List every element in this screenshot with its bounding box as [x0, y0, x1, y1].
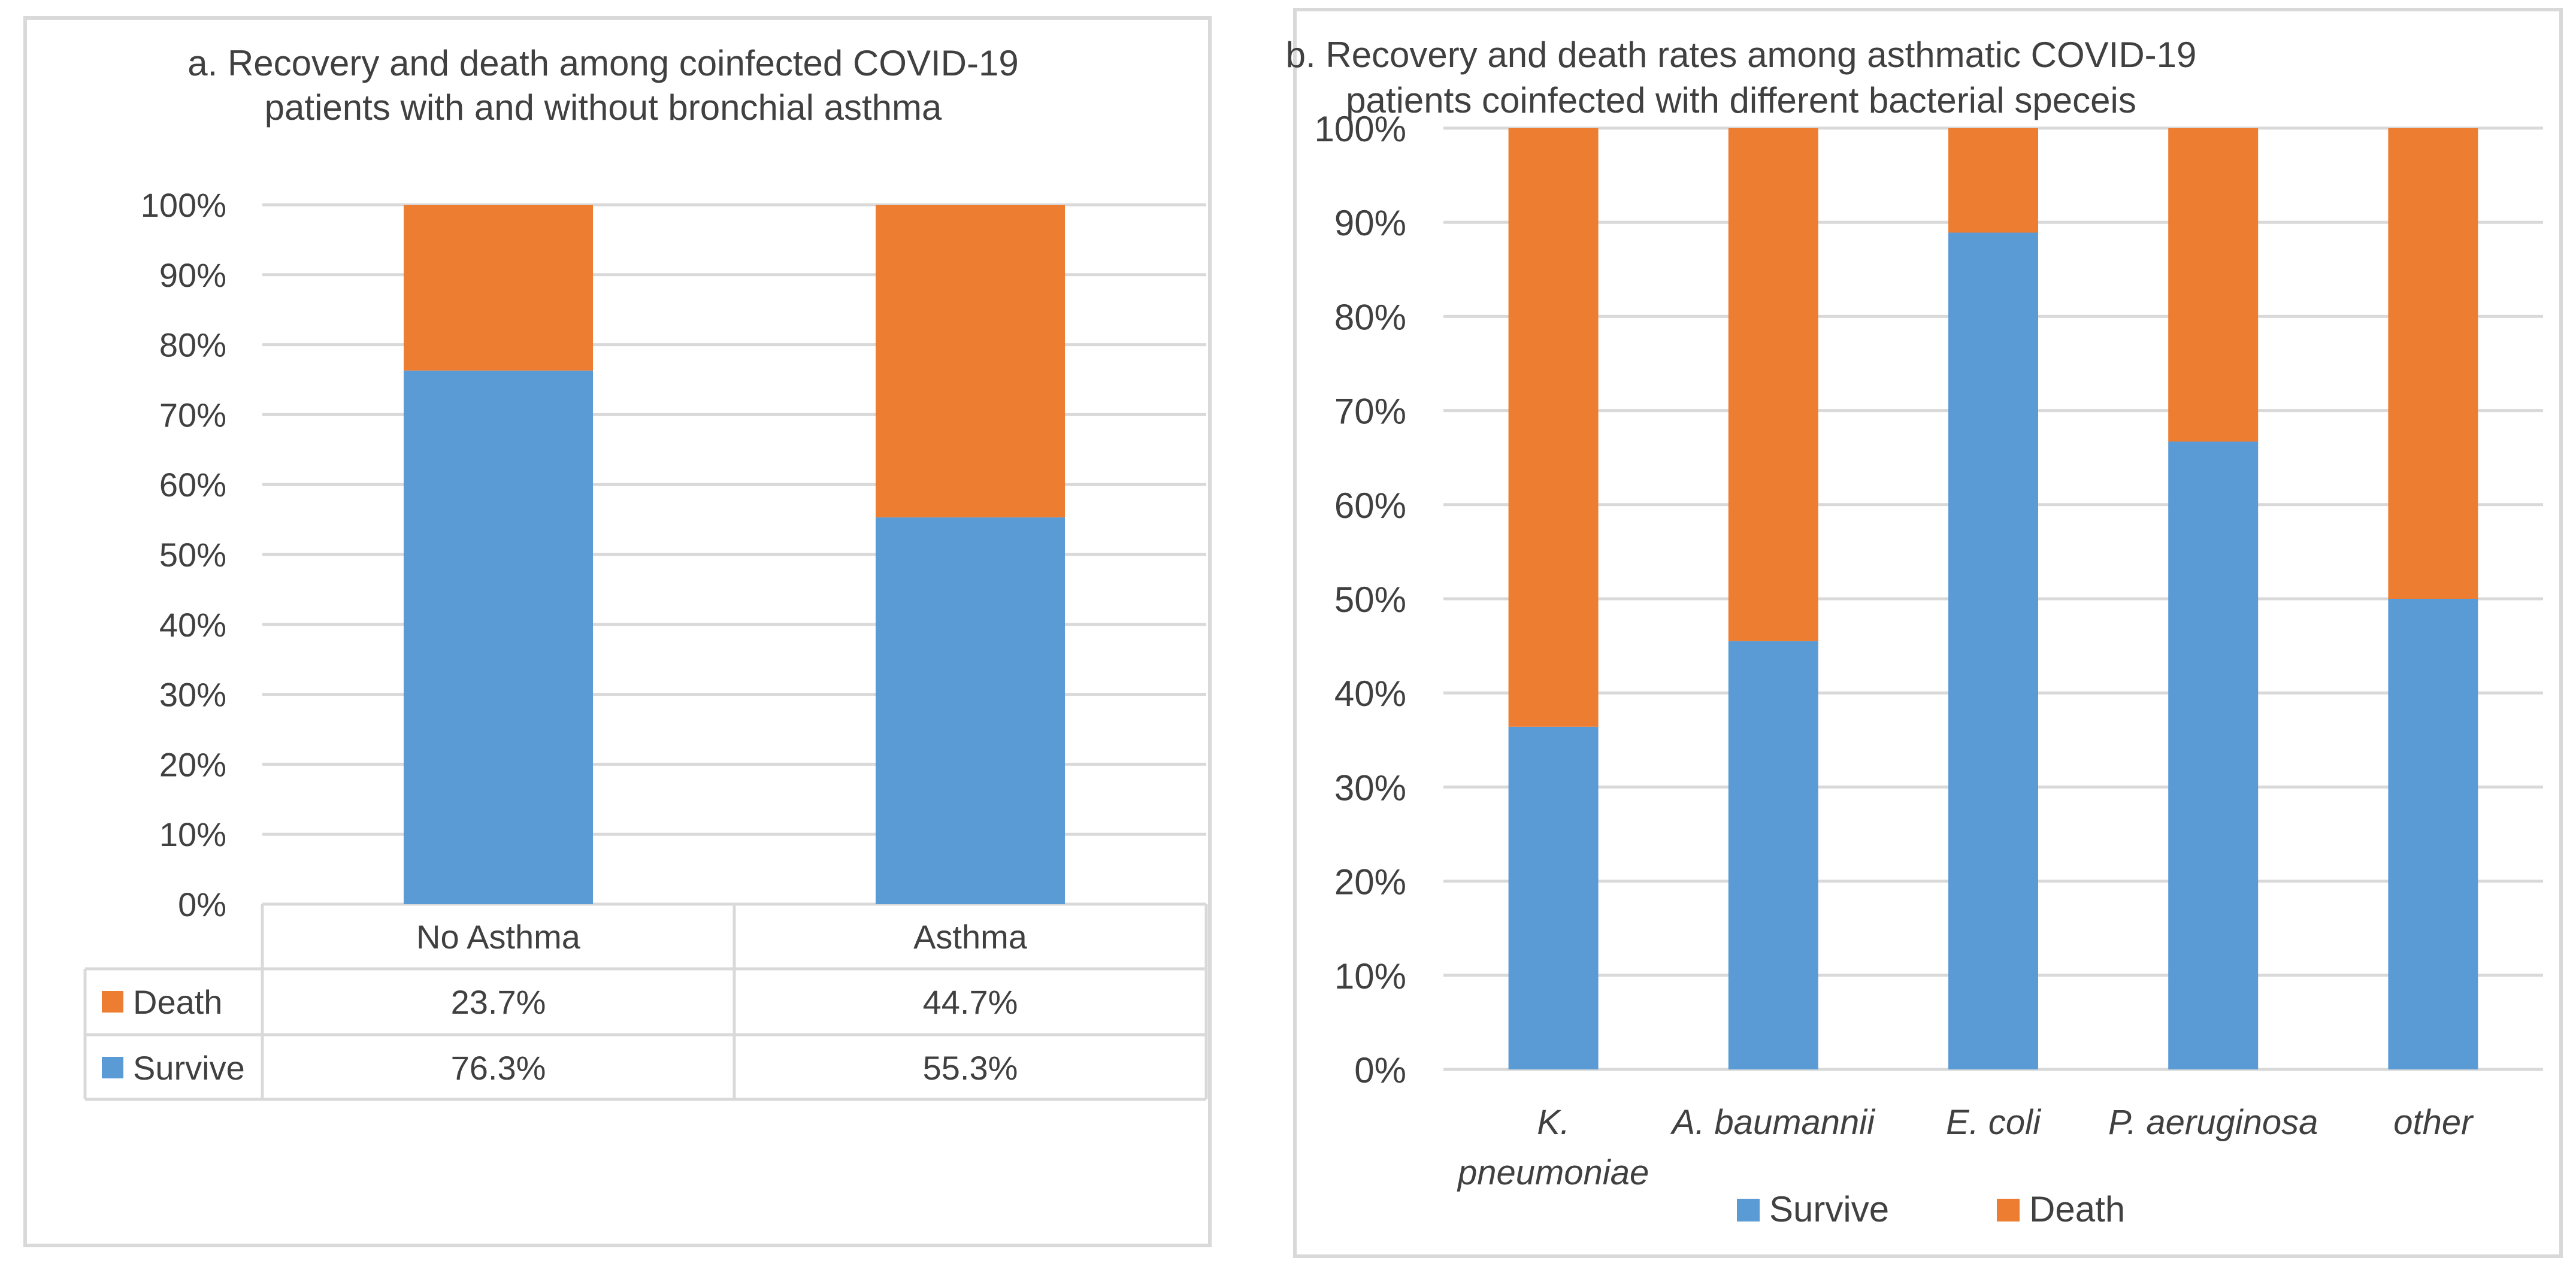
chart-b-bars: [1508, 128, 2478, 1070]
chart-a-bar-survive: [876, 517, 1065, 904]
chart-b-category-label-line: P. aeruginosa: [2108, 1103, 2318, 1142]
chart-b-y-tick-label: 100%: [1315, 109, 1406, 149]
chart-b-category-label-line: A. baumannii: [1670, 1103, 1876, 1142]
chart-b-y-tick-label: 90%: [1334, 203, 1406, 243]
chart-b-y-tick-label: 50%: [1334, 580, 1406, 620]
chart-b-category-label-line: pneumoniae: [1457, 1153, 1649, 1192]
chart-b-y-tick-label: 70%: [1334, 392, 1406, 432]
chart-a-bars: [404, 205, 1065, 904]
chart-a-y-tick-label: 40%: [159, 606, 226, 644]
chart-b-bar-death: [1728, 128, 1818, 641]
chart-b-y-tick-label: 40%: [1334, 674, 1406, 714]
chart-b-category-label-line: K.: [1537, 1103, 1570, 1142]
chart-b-category-label-line: E. coli: [1946, 1103, 2042, 1142]
chart-a-y-tick-label: 50%: [159, 536, 226, 574]
chart-b-legend: Survive Death: [1737, 1189, 2125, 1229]
chart-a-title-line-2: patients with and without bronchial asth…: [265, 87, 942, 128]
chart-b-bar-death: [1948, 128, 2038, 233]
chart-b-y-tick-label: 10%: [1334, 956, 1406, 996]
chart-a-y-tick-label: 80%: [159, 326, 226, 364]
chart-a-table-row-label: Survive: [133, 1049, 245, 1087]
chart-b-category-label: E. coli: [1946, 1103, 2042, 1142]
chart-b-y-tick-label: 0%: [1354, 1050, 1406, 1090]
chart-a-y-tick-label: 10%: [159, 816, 226, 853]
chart-b-y-axis: 0% 10% 20% 30% 40% 50% 60% 70% 80% 90% 100%: [1315, 109, 1406, 1090]
chart-a-bar-death: [876, 205, 1065, 518]
chart-b-bar-death: [2388, 128, 2478, 599]
chart-b-title-line-1: b. Recovery and death rates among asthma…: [1286, 35, 2197, 75]
chart-a-data-table: No Asthma Asthma Death 23.7% 44.7% Survive 76.…: [83, 904, 1208, 1101]
chart-b-bar-death: [1508, 128, 1599, 727]
chart-a-y-tick-label: 0%: [178, 886, 226, 923]
chart-a-y-tick-label: 100%: [141, 186, 226, 224]
chart-a-table-key-death: [102, 991, 123, 1013]
chart-a-title-line-1: a. Recovery and death among coinfected C…: [187, 43, 1018, 83]
chart-b-category-label: other: [2393, 1103, 2474, 1142]
chart-a-y-tick-label: 70%: [159, 396, 226, 434]
chart-a: a. Recovery and death among coinfected C…: [23, 16, 1212, 1247]
chart-a-y-tick-label: 30%: [159, 676, 226, 714]
chart-b-bar-survive: [1728, 641, 1818, 1069]
chart-b-frame: [1293, 8, 2563, 1258]
chart-b-category-label-line: other: [2393, 1103, 2474, 1142]
chart-b-y-tick-label: 80%: [1334, 297, 1406, 337]
chart-b-title-line-2: patients coinfected with different bacte…: [1346, 80, 2136, 120]
chart-b-bar-survive: [2388, 599, 2478, 1069]
chart-a-y-tick-label: 20%: [159, 745, 226, 783]
chart-a-table-cell: 76.3%: [451, 1049, 546, 1087]
chart-a-y-tick-label: 60%: [159, 466, 226, 504]
chart-b-bar-survive: [1508, 726, 1599, 1069]
chart-b-legend-label: Survive: [1769, 1189, 1889, 1229]
chart-a-table-key-survive: [102, 1057, 123, 1078]
chart-b-x-axis: K. pneumoniae A. baumannii E. coli P. aerugi…: [1457, 1103, 2474, 1192]
chart-a-category-label: No Asthma: [416, 918, 581, 956]
chart-a-table-cell: 44.7%: [923, 983, 1018, 1021]
chart-a-y-axis: 0% 10% 20% 30% 40% 50% 60% 70% 80% 90% 100%: [141, 186, 226, 923]
chart-b-y-tick-label: 60%: [1334, 486, 1406, 526]
chart-b-bar-death: [2168, 128, 2259, 442]
chart-a-y-tick-label: 90%: [159, 256, 226, 294]
chart-b-category-label: K. pneumoniae: [1457, 1103, 1649, 1192]
chart-b: b. Recovery and death rates among asthma…: [1286, 8, 2563, 1258]
chart-b-y-tick-label: 30%: [1334, 768, 1406, 808]
chart-a-table-cell: 55.3%: [923, 1049, 1018, 1087]
chart-a-table-row-label: Death: [133, 983, 222, 1021]
chart-b-legend-label: Death: [2029, 1189, 2125, 1229]
chart-b-bar-survive: [2168, 441, 2259, 1069]
chart-b-legend-key-survive: [1737, 1199, 1760, 1221]
chart-a-category-label: Asthma: [913, 918, 1028, 956]
chart-b-category-label: P. aeruginosa: [2108, 1103, 2318, 1142]
chart-a-bar-survive: [404, 370, 593, 904]
chart-a-table-cell: 23.7%: [451, 983, 546, 1021]
chart-b-legend-key-death: [1997, 1199, 2020, 1221]
chart-b-category-label: A. baumannii: [1670, 1103, 1876, 1142]
chart-a-bar-death: [404, 205, 593, 371]
chart-b-y-tick-label: 20%: [1334, 862, 1406, 902]
chart-b-bar-survive: [1948, 232, 2038, 1070]
